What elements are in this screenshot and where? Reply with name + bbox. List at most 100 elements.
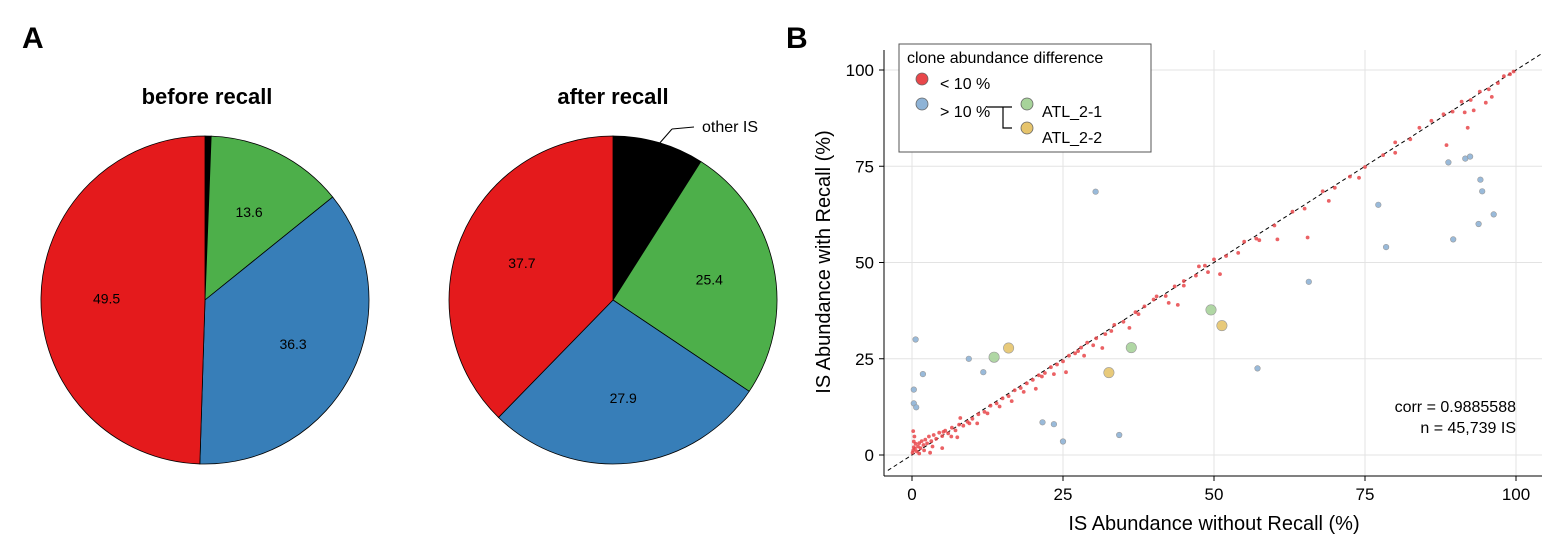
y-tick-label: 100 [846,61,874,80]
data-point [1483,100,1488,105]
data-point [1030,378,1035,382]
pie-slice-other-is [612,135,702,302]
y-tick-label: 0 [865,446,874,465]
data-point [946,431,951,436]
data-point [912,336,919,343]
data-point [1477,176,1484,183]
pie-slice-value-label: 37.7 [508,255,535,271]
data-point [1375,201,1382,208]
pie-slice-value-label: 13.6 [235,204,262,220]
data-point [1290,209,1295,214]
data-point [949,434,954,439]
legend-label-atl22: ATL_2-2 [1042,130,1102,147]
data-point [1203,263,1207,268]
legend-label-gt10: > 10 % [940,104,990,121]
data-point [1408,137,1413,142]
data-point [1003,342,1015,354]
pie-slices-before [40,135,370,465]
data-point [1381,153,1385,158]
data-point [1489,95,1494,99]
data-point [1441,112,1446,117]
data-point [1127,326,1132,330]
data-point [922,448,926,453]
data-point [1275,237,1280,242]
other-is-annotation: other IS [702,119,758,136]
data-point [965,355,972,362]
data-point [925,441,929,446]
pie-title-after-recall: after recall [557,84,668,109]
pie-labels-before: 13.6 36.3 49.5 [93,204,307,352]
data-point [1218,272,1222,276]
scatter-legend: clone abundance difference < 10 % > 10 %… [898,43,1152,153]
data-point [1257,238,1262,243]
pie-chart-before-recall: before recall 13.6 36.3 49.5 [40,84,370,465]
legend-label-lt10: < 10 % [940,76,990,93]
data-point [1465,125,1470,130]
data-point [1024,381,1029,386]
data-point [1121,319,1126,324]
data-point [931,433,936,437]
data-point [967,421,972,426]
data-point [1091,343,1096,348]
data-point [1320,189,1325,194]
data-point [929,439,934,443]
data-point [940,434,945,438]
data-point [921,443,926,447]
y-axis-title: IS Abundance with Recall (%) [813,130,835,393]
data-point [1050,421,1057,428]
scatter-tick-labels: 0 25 50 75 100 0 25 50 75 100 [846,61,1531,504]
data-point [1092,188,1099,195]
y-tick-label: 50 [855,254,874,273]
data-point [1043,371,1047,375]
data-point [958,416,963,420]
data-point [917,451,922,456]
other-is-leader-line-h [671,126,695,130]
data-point [1459,99,1464,104]
data-point [1242,239,1247,244]
data-point [1009,399,1014,403]
panel-a-label: A [22,22,44,55]
legend-marker-lt10 [915,72,929,86]
data-point [1302,206,1307,211]
scatter-points [910,69,1516,456]
data-point [1116,431,1123,439]
data-point [927,434,931,439]
data-point [1079,345,1083,350]
data-point [1018,386,1023,390]
data-point [1348,174,1352,179]
data-point [940,446,945,450]
data-point [985,411,990,416]
data-point [1508,72,1512,77]
data-point [1357,175,1361,180]
data-point [1305,278,1312,285]
data-point [930,444,935,449]
y-tick-label: 25 [855,350,874,369]
data-point [1163,294,1168,298]
data-point [1479,188,1486,195]
data-point [1064,370,1068,375]
data-point [913,404,920,411]
data-point [957,422,961,427]
data-point [1151,297,1156,302]
data-point [1166,301,1171,305]
series-atl-2-1 [988,304,1217,363]
legend-marker-atl21 [1020,97,1034,111]
data-point [1305,235,1310,240]
x-tick-label: 0 [907,485,916,504]
data-point [1059,438,1067,445]
data-point [928,450,932,455]
data-point [1012,388,1017,393]
pie-title-before-recall: before recall [142,84,273,109]
identity-diagonal-line [887,53,1543,471]
pie-chart-after-recall: after recall 25.4 27.9 37.7 other IS [448,84,778,465]
data-point [1094,336,1099,341]
data-point [1103,332,1108,336]
data-point [1511,69,1516,74]
pie-slice-10 [448,135,614,418]
data-point [1363,165,1367,169]
x-tick-label: 50 [1205,485,1224,504]
data-point [1036,373,1041,378]
data-point [988,351,1000,363]
data-point [1049,365,1053,370]
data-point [1326,199,1331,203]
